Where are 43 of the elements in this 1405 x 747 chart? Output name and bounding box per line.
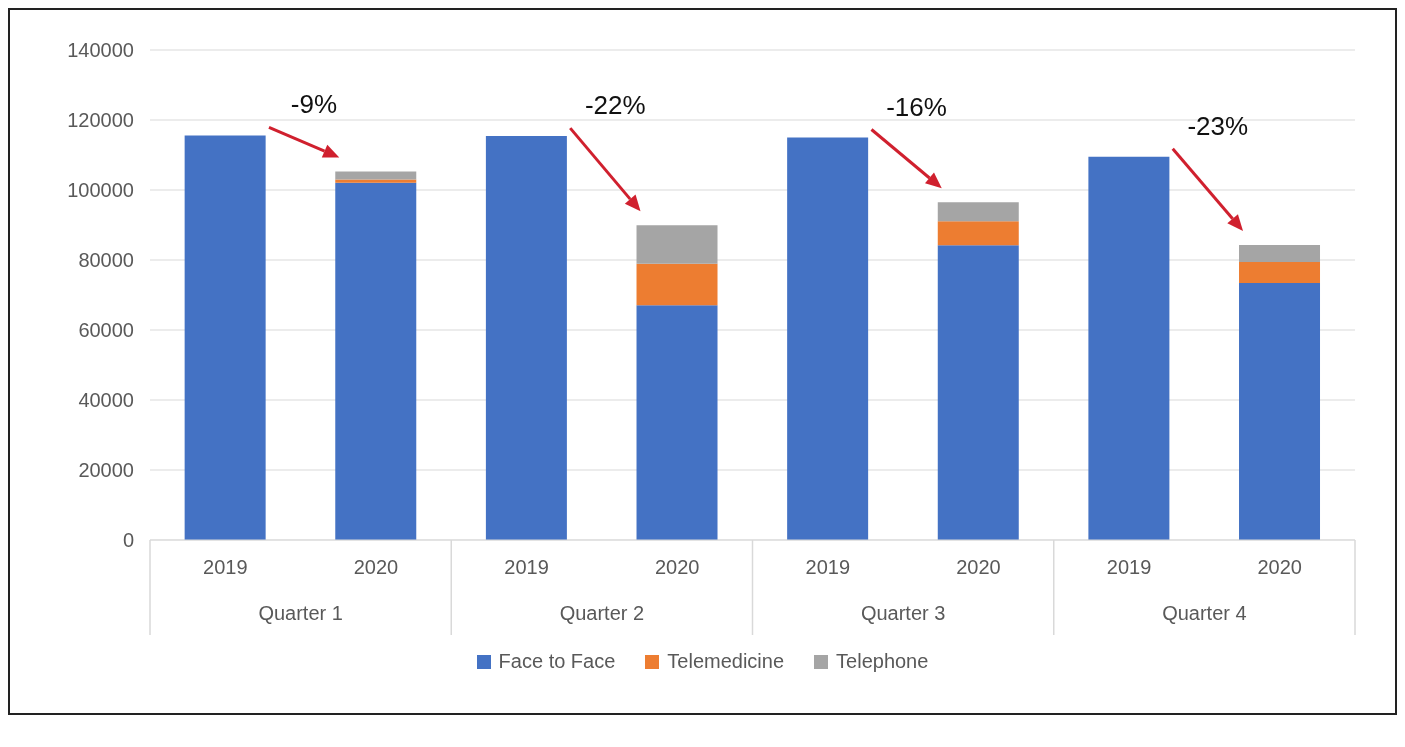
x-tick-label: 2020 xyxy=(956,556,1001,579)
bar xyxy=(636,263,718,306)
y-tick-label: 40000 xyxy=(78,389,134,412)
bar xyxy=(937,245,1019,540)
y-tick-label: 100000 xyxy=(67,179,134,202)
y-tick-label: 60000 xyxy=(78,319,134,342)
bar xyxy=(184,135,266,540)
annotation: -22% xyxy=(584,90,646,121)
bar xyxy=(335,182,417,540)
x-tick-label: 2019 xyxy=(203,556,248,579)
y-tick-label: 120000 xyxy=(67,109,134,132)
bar xyxy=(636,225,718,264)
legend-label: Telephone xyxy=(836,650,929,673)
bar xyxy=(1088,156,1170,540)
bar xyxy=(636,305,718,540)
bar xyxy=(937,202,1019,222)
text: Quarter 4 xyxy=(1162,602,1247,624)
text: Quarter 1 xyxy=(258,602,343,624)
bar xyxy=(1239,283,1321,540)
annotation: -16% xyxy=(886,91,947,122)
x-tick-label: 2020 xyxy=(353,556,399,579)
y-tick-label: 20000 xyxy=(78,459,134,482)
x-tick-label: 2019 xyxy=(1106,556,1152,579)
legend-label: Telemedicine xyxy=(667,650,785,673)
annotation: -23% xyxy=(1187,110,1249,141)
x-tick-label: 2020 xyxy=(654,556,700,579)
x-tick-label: 2020 xyxy=(1257,556,1302,579)
bar xyxy=(787,137,869,540)
bar xyxy=(335,171,417,180)
x-tick-label: 2019 xyxy=(805,556,851,579)
bar xyxy=(937,221,1019,246)
y-tick-label: 80000 xyxy=(78,249,134,272)
bar xyxy=(335,179,417,183)
text: Quarter 3 xyxy=(860,602,946,624)
bar xyxy=(1239,244,1321,263)
y-tick-label: 140000 xyxy=(67,39,134,62)
bar xyxy=(485,136,567,540)
y-tick-label: 0 xyxy=(122,529,134,552)
x-tick-label: 2019 xyxy=(504,556,549,579)
bar xyxy=(1239,262,1321,284)
text: Quarter 2 xyxy=(559,602,645,624)
legend-label: Face to Face xyxy=(498,650,616,673)
annotation: -9% xyxy=(290,89,338,120)
